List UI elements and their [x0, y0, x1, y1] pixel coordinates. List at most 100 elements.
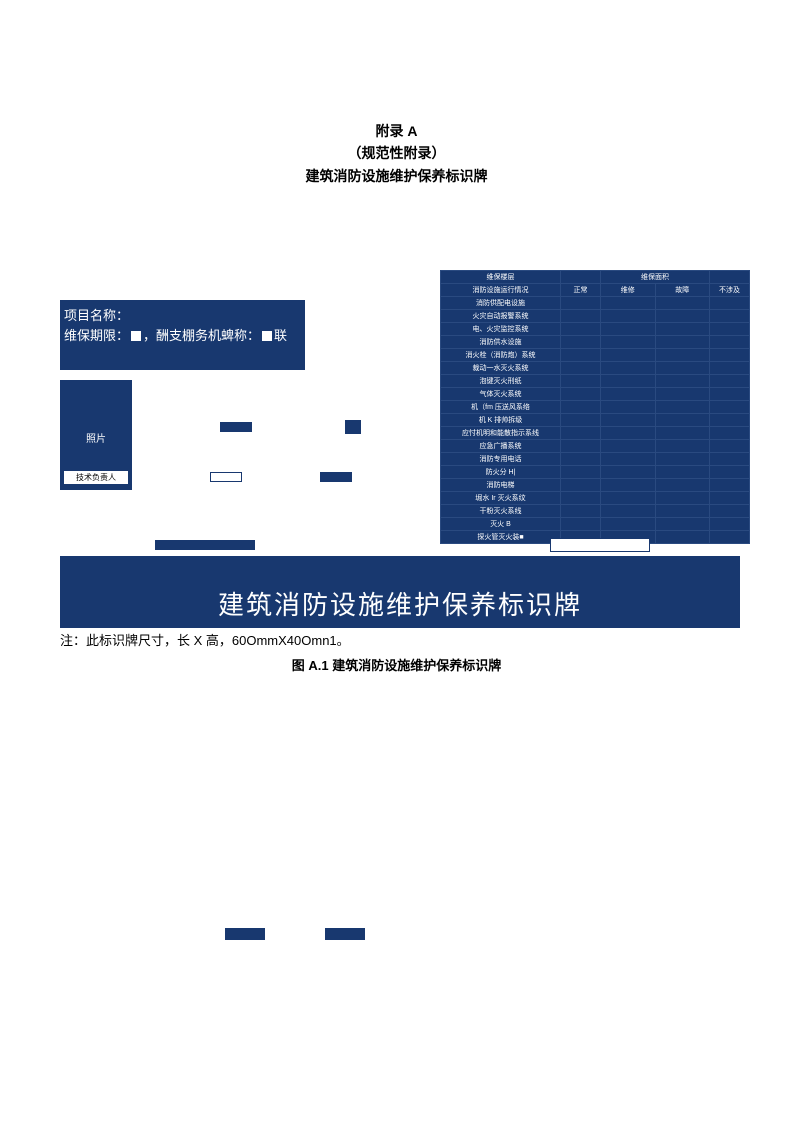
status-table: 维保楼层 维保面积 消防设施运行情况 正常 维修 故障 不涉及 消防供配电设施火… [440, 270, 750, 544]
photo-label: 照片 [60, 430, 132, 445]
table-cell [710, 453, 750, 466]
table-cell [710, 414, 750, 427]
table-row-label: 防火分 H| [441, 466, 561, 479]
table-cell [710, 388, 750, 401]
table-row-label: 火灾自动报警系统 [441, 310, 561, 323]
block-outline [210, 472, 242, 482]
table-cell [601, 375, 656, 388]
table-cell [601, 362, 656, 375]
table-cell [655, 505, 710, 518]
table-row-label: 泡键灭火刑纸 [441, 375, 561, 388]
table-cell [710, 466, 750, 479]
table-cell [561, 427, 601, 440]
table-cell [601, 466, 656, 479]
checkbox-icon [262, 331, 272, 341]
table-cell [655, 531, 710, 544]
table-cell [710, 349, 750, 362]
table-cell [561, 492, 601, 505]
table-cell [710, 518, 750, 531]
table-cell [655, 440, 710, 453]
block [345, 420, 361, 434]
table-cell [655, 492, 710, 505]
table-cell [561, 362, 601, 375]
table-cell [601, 349, 656, 362]
block [225, 928, 265, 940]
table-cell [710, 505, 750, 518]
table-cell [655, 349, 710, 362]
table-cell [561, 375, 601, 388]
table-row-label: 机 K 排帅拆级 [441, 414, 561, 427]
table-cell [601, 492, 656, 505]
table-row-label: 干粉灭火系线 [441, 505, 561, 518]
th-na: 不涉及 [710, 284, 750, 297]
table-cell [561, 518, 601, 531]
table-cell [655, 466, 710, 479]
table-cell [710, 375, 750, 388]
table-row-label: 消防电梯 [441, 479, 561, 492]
table-cell [601, 427, 656, 440]
table-cell [601, 336, 656, 349]
th-repair: 维修 [601, 284, 656, 297]
table-cell [561, 401, 601, 414]
table-cell [710, 479, 750, 492]
table-row-label: 灭火 B [441, 518, 561, 531]
table-cell [655, 453, 710, 466]
block [220, 422, 252, 432]
document-header: 附录 A （规范性附录） 建筑消防设施维护保养标识牌 [0, 0, 793, 187]
table-cell [655, 401, 710, 414]
table-cell [601, 323, 656, 336]
table-cell [710, 401, 750, 414]
table-cell [655, 362, 710, 375]
table-cell [601, 440, 656, 453]
table-cell [710, 362, 750, 375]
table-cell [561, 349, 601, 362]
table-cell [561, 323, 601, 336]
table-row-label: 消防供配电设施 [441, 297, 561, 310]
table-cell [561, 336, 601, 349]
header-line-1: 附录 A [0, 120, 793, 142]
table-row-label: 应急广播系统 [441, 440, 561, 453]
checkbox-icon [131, 331, 141, 341]
th-floor: 维保楼层 [441, 271, 561, 284]
table-cell [655, 518, 710, 531]
project-name: 项目名称： [64, 306, 301, 326]
header-line-3: 建筑消防设施维护保养标识牌 [0, 165, 793, 187]
maintenance-period: 维保期限：，酬支棚务机蜱称：联 [64, 326, 301, 346]
table-cell [561, 388, 601, 401]
table-cell [561, 466, 601, 479]
table-row-label: 消防供水设施 [441, 336, 561, 349]
th-status: 消防设施运行情况 [441, 284, 561, 297]
table-cell [655, 310, 710, 323]
table-cell [601, 297, 656, 310]
table-row-label: 机（fm 压送风系络 [441, 401, 561, 414]
table-cell [710, 297, 750, 310]
strip-filled [155, 540, 255, 550]
table-cell [655, 427, 710, 440]
table-cell [710, 440, 750, 453]
table-row-label: 裁动一水灭火系统 [441, 362, 561, 375]
table-cell [561, 414, 601, 427]
info-box: 项目名称： 维保期限：，酬支棚务机蜱称：联 [60, 300, 305, 370]
table-cell [655, 336, 710, 349]
block [325, 928, 365, 940]
table-cell [601, 518, 656, 531]
table-cell [710, 531, 750, 544]
size-note: 注：此标识牌尺寸，长 X 高，60OmmX40Omn1。 [60, 630, 350, 649]
photo-placeholder: 照片 技术负责人 [60, 380, 132, 490]
figure-caption: 图 A.1 建筑消防设施维护保养标识牌 [0, 655, 793, 674]
table-cell [601, 453, 656, 466]
table-cell [710, 323, 750, 336]
table-cell [601, 414, 656, 427]
table-cell [710, 310, 750, 323]
th-fault: 故障 [655, 284, 710, 297]
strip-outline [550, 538, 650, 552]
table-cell [601, 310, 656, 323]
table-cell [601, 388, 656, 401]
block [320, 472, 352, 482]
table-cell [655, 375, 710, 388]
table-row-label: 堀水 Ir 灭火系纹 [441, 492, 561, 505]
table-cell [601, 401, 656, 414]
th-area: 维保面积 [601, 271, 710, 284]
table-cell [655, 414, 710, 427]
table-cell [561, 310, 601, 323]
